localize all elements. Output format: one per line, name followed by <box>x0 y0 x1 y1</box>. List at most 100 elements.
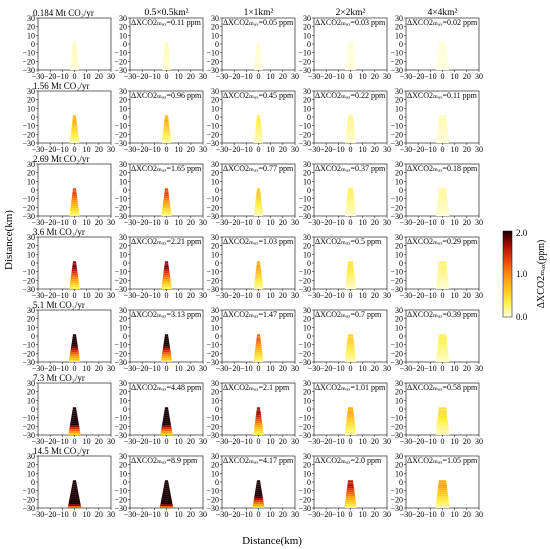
x-tick-label: 0 <box>257 72 261 81</box>
y-tick-label: 10 <box>119 177 127 186</box>
plume-cell <box>256 484 261 487</box>
x-tick-label: 20 <box>95 437 103 446</box>
x-tick-label: −30 <box>32 510 45 519</box>
max-annotation: ΔXCO2ₘₐₓ=1.65 ppm <box>131 164 202 173</box>
panel: −30 −20 −10 0 10 20 303020100−10−20−30ΔXCO2ₘₐₓ… <box>390 8 483 81</box>
plume-cell <box>435 431 450 434</box>
y-tick-label: 0 <box>215 113 219 122</box>
x-tick-label: 30 <box>107 291 115 300</box>
y-tick-label: −30 <box>298 212 311 221</box>
plume-cell <box>71 198 78 201</box>
plume-cell <box>347 123 354 126</box>
y-tick-label: 20 <box>27 315 35 324</box>
y-tick-label: −20 <box>298 422 311 431</box>
plume-cell <box>163 415 170 418</box>
plume-cell <box>437 198 448 201</box>
x-tick-label: 30 <box>107 437 115 446</box>
plume-cell <box>70 60 79 63</box>
plume-cell <box>346 348 355 351</box>
y-tick-label: 10 <box>395 104 403 113</box>
plume-cell <box>346 52 355 55</box>
y-tick-label: 20 <box>303 96 311 105</box>
x-tick-label: 10 <box>451 364 459 373</box>
plume-cell <box>164 121 169 124</box>
plume-cell <box>345 283 356 286</box>
x-tick-label: 10 <box>451 437 459 446</box>
plume-cell <box>254 427 263 430</box>
y-tick-label: −10 <box>390 414 403 423</box>
plume-cell <box>437 421 448 424</box>
plume-cell <box>163 417 170 420</box>
plume-cell <box>438 115 447 118</box>
plume-cell <box>347 336 354 339</box>
plume-cell <box>254 283 263 286</box>
plume-cell <box>163 52 170 55</box>
x-tick-label: −10 <box>240 291 253 300</box>
plume-cell <box>256 338 261 341</box>
plume-cell <box>253 431 264 434</box>
plume-cell <box>345 500 356 503</box>
plume-cell <box>438 484 447 487</box>
panel: −30 −20 −10 0 10 20 303020100−10−20−30ΔXCO2ₘₐₓ… <box>298 233 391 300</box>
y-tick-label: −20 <box>298 349 311 358</box>
x-tick-label: 10 <box>175 291 183 300</box>
max-annotation: ΔXCO2ₘₐₓ=0.39 ppm <box>407 310 478 319</box>
plume-cell <box>256 267 261 270</box>
x-tick-label: 10 <box>359 364 367 373</box>
plume-cell <box>347 486 354 489</box>
plume-cell <box>437 488 448 491</box>
plume-cell <box>70 419 79 422</box>
plume-cell <box>254 279 263 282</box>
plume-cell <box>162 133 171 136</box>
max-annotation: ΔXCO2ₘₐₓ=0.37 ppm <box>315 164 386 173</box>
y-tick-label: 20 <box>395 242 403 251</box>
x-tick-label: 0 <box>349 437 353 446</box>
x-tick-label: 0 <box>73 364 77 373</box>
y-tick-label: −10 <box>390 341 403 350</box>
x-tick-label: 0 <box>165 510 169 519</box>
plume-cell <box>255 348 262 351</box>
y-tick-label: −20 <box>390 495 403 504</box>
x-tick-label: −20 <box>320 510 333 519</box>
plume-cell <box>255 56 262 59</box>
y-tick-label: 20 <box>303 461 311 470</box>
plume-cell <box>255 202 262 205</box>
plume-cell <box>255 198 262 201</box>
max-annotation: ΔXCO2ₘₐₓ=0.5 ppm <box>315 237 382 246</box>
plume-cell <box>253 358 264 361</box>
plume-cell <box>164 265 169 268</box>
x-tick-label: −30 <box>32 145 45 154</box>
y-tick-label: 0 <box>215 478 219 487</box>
y-tick-label: −10 <box>206 487 219 496</box>
plume-cell <box>252 504 265 507</box>
plume-cell <box>437 54 448 57</box>
plume-cell <box>347 115 354 118</box>
x-tick-label: −10 <box>240 72 253 81</box>
plume-cell <box>256 263 261 266</box>
y-tick-label: 30 <box>303 379 311 388</box>
y-tick-label: −20 <box>114 422 127 431</box>
plume-cell <box>162 494 171 497</box>
plume-cell <box>164 261 169 264</box>
x-tick-label: 10 <box>267 364 275 373</box>
plume-cell <box>438 261 447 264</box>
plume-cell <box>161 427 172 430</box>
y-tick-label: −10 <box>22 487 35 496</box>
y-tick-label: −20 <box>390 203 403 212</box>
x-tick-label: 0 <box>165 145 169 154</box>
x-tick-label: −30 <box>308 510 321 519</box>
y-tick-label: −10 <box>298 49 311 58</box>
y-tick-label: 30 <box>27 233 35 242</box>
x-tick-label: 10 <box>175 145 183 154</box>
y-tick-label: 30 <box>395 14 403 23</box>
y-tick-label: 20 <box>119 242 127 251</box>
plume-cell <box>347 192 354 195</box>
y-tick-label: 0 <box>123 40 127 49</box>
x-tick-label: −30 <box>308 218 321 227</box>
plume-cell <box>255 58 262 61</box>
max-annotation: ΔXCO2ₘₐₓ=2.21 ppm <box>131 237 202 246</box>
x-tick-label: 20 <box>279 510 287 519</box>
panel: −30 −20 −10 0 10 20 303020100−10−20−30ΔXCO2ₘₐₓ… <box>206 87 299 154</box>
y-tick-label: −30 <box>22 285 35 294</box>
plume-cell <box>438 46 447 49</box>
